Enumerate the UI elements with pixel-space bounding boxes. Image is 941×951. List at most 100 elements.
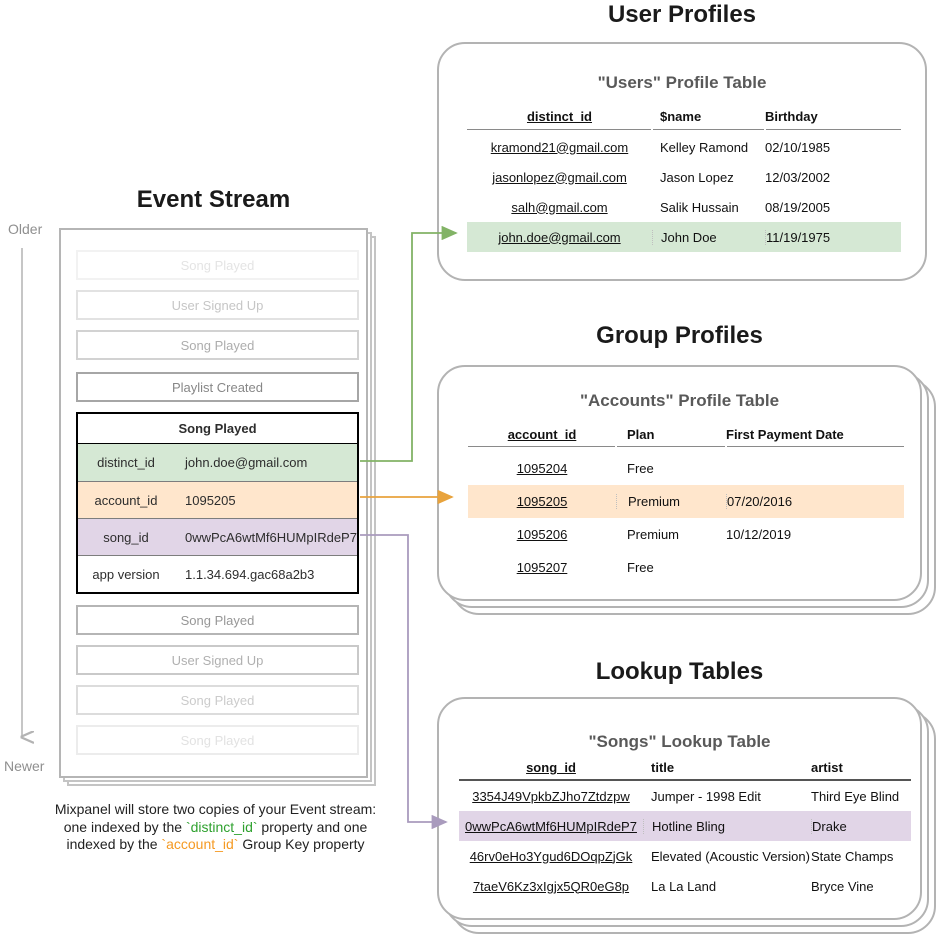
cell-song-id: 46rv0eHo3Ygud6DOqpZjGk: [469, 848, 633, 864]
users-table-title: "Users" Profile Table: [597, 73, 767, 92]
table-row: 7taeV6Kz3xIgjx5QR0eG8p La La Land Bryce …: [459, 871, 911, 901]
cell-plan: Premium: [627, 527, 680, 542]
event-property-app-version: app version 1.1.34.694.gac68a2b3: [78, 555, 357, 592]
header-rule: [459, 779, 911, 781]
cell-account-id: 1095204: [516, 461, 568, 476]
cell-artist: State Champs: [811, 848, 894, 864]
cell-birthday: 02/10/1985: [765, 139, 831, 155]
property-value: 1.1.34.694.gac68a2b3: [185, 566, 315, 582]
event-stream-container: Song Played User Signed Up Song Played P…: [59, 228, 368, 778]
cell-account-id: 1095207: [516, 560, 568, 575]
cell-song-id: 7taeV6Kz3xIgjx5QR0eG8p: [472, 878, 630, 894]
header-rule: [468, 446, 904, 447]
table-row: kramond21@gmail.com Kelley Ramond 02/10/…: [467, 132, 901, 162]
newer-label: Newer: [4, 758, 45, 774]
active-event-card: Song Played distinct_id john.doe@gmail.c…: [76, 412, 359, 594]
col-header-song-id: song_id: [526, 760, 576, 775]
cell-birthday: 12/03/2002: [765, 169, 831, 185]
footnote-caption: Mixpanel will store two copies of your E…: [38, 801, 393, 854]
cell-song-id: 3354J49VpkbZJho7Ztdzpw: [472, 788, 630, 804]
property-key: account_id: [94, 492, 158, 508]
event-box-faded: Playlist Created: [76, 372, 359, 402]
cell-title: Jumper - 1998 Edit: [651, 788, 761, 804]
cell-account-id: 1095205: [468, 494, 617, 509]
cell-artist: Drake: [812, 818, 847, 834]
caption-line-1: Mixpanel will store two copies of your E…: [54, 801, 377, 817]
col-header-artist: artist: [811, 760, 843, 775]
accounts-table-title: "Accounts" Profile Table: [579, 391, 780, 410]
col-header-plan: Plan: [627, 426, 655, 442]
songs-lookup-card: "Songs" Lookup Table song_id title artis…: [437, 697, 922, 920]
event-box-faded: Song Played: [76, 605, 359, 635]
property-value: john.doe@gmail.com: [185, 455, 308, 470]
cell-account-id: 1095206: [516, 527, 568, 542]
cell-first-payment-date: 07/20/2016: [727, 494, 793, 509]
header-rule: [467, 129, 901, 130]
cell-first-payment-date: 10/12/2019: [726, 527, 792, 542]
event-box-faded: Song Played: [76, 685, 359, 715]
distinct-id-token: `distinct_id`: [185, 818, 258, 835]
event-box-faded: User Signed Up: [76, 290, 359, 320]
user-profiles-title: User Profiles: [607, 1, 757, 28]
cell-distinct-id: kramond21@gmail.com: [490, 139, 629, 155]
col-header-birthday: Birthday: [765, 109, 818, 124]
cell-name: John Doe: [653, 229, 766, 245]
caption-line-2: one indexed by the `distinct_id` propert…: [63, 818, 368, 835]
table-row: 1095207 Free: [468, 551, 904, 584]
caption-line-3: indexed by the `account_id` Group Key pr…: [66, 836, 365, 852]
cell-birthday: 11/19/1975: [766, 229, 831, 245]
table-row: 1095204 Free: [468, 452, 904, 485]
group-profiles-title: Group Profiles: [596, 322, 763, 349]
property-key: app version: [92, 566, 160, 582]
table-row: 1095206 Premium 10/12/2019: [468, 518, 904, 551]
event-property-song-id: song_id 0wwPcA6wtMf6HUMpIRdeP7: [78, 518, 357, 555]
cell-title: Elevated (Acoustic Version): [651, 848, 810, 864]
cell-plan: Free: [627, 461, 654, 476]
cell-distinct-id: salh@gmail.com: [511, 199, 608, 215]
event-property-distinct-id: distinct_id john.doe@gmail.com: [78, 444, 357, 481]
accounts-profile-card: "Accounts" Profile Table account_id Plan…: [437, 365, 922, 601]
cell-song-id: 0wwPcA6wtMf6HUMpIRdeP7: [459, 818, 644, 834]
cell-distinct-id: john.doe@gmail.com: [467, 229, 653, 245]
cell-distinct-id: jasonlopez@gmail.com: [492, 169, 627, 185]
property-key: distinct_id: [97, 455, 155, 470]
active-event-title: Song Played: [78, 414, 357, 444]
table-row-highlighted-purple: 0wwPcA6wtMf6HUMpIRdeP7 Hotline Bling Dra…: [459, 811, 911, 841]
event-box-faded: Song Played: [76, 330, 359, 360]
event-stream-title: Event Stream: [136, 186, 291, 213]
table-row: 3354J49VpkbZJho7Ztdzpw Jumper - 1998 Edi…: [459, 781, 911, 811]
cell-name: Salik Hussain: [660, 199, 739, 215]
users-table-header: distinct_id $name Birthday: [467, 104, 901, 129]
col-header-account-id: account_id: [507, 426, 577, 442]
cell-artist: Third Eye Blind: [811, 788, 900, 804]
cell-title: Hotline Bling: [644, 818, 812, 834]
col-header-distinct-id: distinct_id: [526, 109, 592, 124]
col-header-name: $name: [660, 109, 702, 124]
accounts-table: account_id Plan First Payment Date 10952…: [468, 422, 904, 584]
table-row: 46rv0eHo3Ygud6DOqpZjGk Elevated (Acousti…: [459, 841, 911, 871]
users-profile-card: "Users" Profile Table distinct_id $name …: [437, 42, 927, 281]
event-property-account-id: account_id 1095205: [78, 481, 357, 518]
cell-birthday: 08/19/2005: [765, 199, 831, 215]
event-box-faded: Song Played: [76, 725, 359, 755]
cell-name: Jason Lopez: [660, 169, 734, 185]
older-label: Older: [8, 221, 43, 237]
table-row-highlighted-green: john.doe@gmail.com John Doe 11/19/1975: [467, 222, 901, 252]
col-header-title: title: [651, 760, 675, 775]
property-key: song_id: [103, 529, 149, 545]
cell-plan: Premium: [617, 494, 727, 509]
col-header-first-payment-date: First Payment Date: [726, 426, 844, 442]
cell-name: Kelley Ramond: [660, 139, 749, 155]
accounts-table-header: account_id Plan First Payment Date: [468, 422, 904, 446]
account-id-token: `account_id`: [161, 836, 239, 852]
lookup-tables-title: Lookup Tables: [595, 658, 764, 685]
event-box-faded: Song Played: [76, 250, 359, 280]
users-table: distinct_id $name Birthday kramond21@gma…: [467, 104, 901, 252]
cell-artist: Bryce Vine: [811, 878, 874, 894]
songs-table-header: song_id title artist: [459, 756, 911, 779]
table-row: jasonlopez@gmail.com Jason Lopez 12/03/2…: [467, 162, 901, 192]
cell-title: La La Land: [651, 878, 717, 894]
property-value: 1095205: [185, 492, 236, 508]
table-row-highlighted-orange: 1095205 Premium 07/20/2016: [468, 485, 904, 518]
